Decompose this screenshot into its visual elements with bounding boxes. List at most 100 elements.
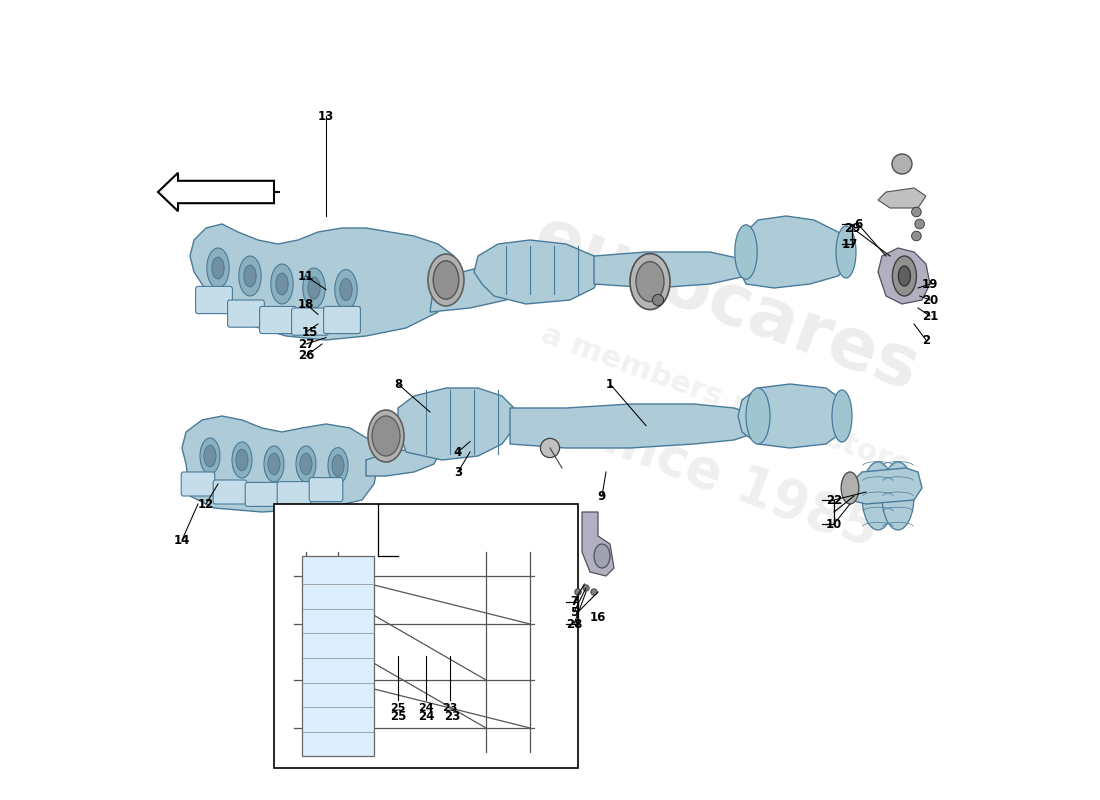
Polygon shape	[190, 224, 462, 340]
Text: 4: 4	[454, 446, 462, 458]
Text: 23: 23	[444, 710, 461, 722]
Text: 2: 2	[922, 334, 931, 346]
FancyBboxPatch shape	[309, 478, 343, 502]
Ellipse shape	[268, 453, 280, 475]
Text: 17: 17	[842, 238, 858, 250]
Circle shape	[915, 219, 924, 229]
Ellipse shape	[862, 462, 894, 530]
Text: 14: 14	[174, 534, 190, 546]
Text: 29: 29	[844, 222, 860, 234]
Text: 13: 13	[318, 110, 334, 122]
Ellipse shape	[302, 268, 326, 308]
Text: 25: 25	[390, 703, 406, 713]
Text: 5: 5	[570, 606, 579, 618]
FancyBboxPatch shape	[182, 472, 214, 496]
Circle shape	[540, 438, 560, 458]
Text: 11: 11	[298, 270, 315, 282]
Text: 23: 23	[442, 703, 458, 713]
Text: 19: 19	[922, 278, 938, 290]
Ellipse shape	[636, 262, 664, 302]
Ellipse shape	[271, 264, 294, 304]
Ellipse shape	[200, 438, 220, 474]
Ellipse shape	[836, 226, 856, 278]
Text: 27: 27	[298, 338, 315, 350]
Text: 18: 18	[298, 298, 315, 310]
Circle shape	[912, 207, 921, 217]
Text: 1: 1	[606, 378, 614, 390]
Text: 15: 15	[301, 326, 318, 338]
Polygon shape	[182, 416, 378, 512]
Ellipse shape	[746, 388, 770, 444]
Circle shape	[575, 589, 581, 595]
Polygon shape	[738, 384, 846, 448]
Ellipse shape	[735, 225, 757, 279]
Text: 3: 3	[454, 466, 462, 478]
Text: 12: 12	[198, 498, 214, 510]
Ellipse shape	[236, 450, 248, 470]
Ellipse shape	[842, 472, 859, 504]
Circle shape	[591, 589, 597, 595]
FancyArrow shape	[158, 173, 274, 211]
FancyBboxPatch shape	[292, 308, 329, 335]
FancyBboxPatch shape	[213, 480, 246, 504]
Polygon shape	[398, 388, 514, 460]
Ellipse shape	[328, 448, 348, 483]
Ellipse shape	[368, 410, 404, 462]
Ellipse shape	[892, 154, 912, 174]
Polygon shape	[474, 240, 602, 304]
Ellipse shape	[832, 390, 852, 442]
Text: 26: 26	[298, 350, 315, 362]
FancyBboxPatch shape	[260, 306, 296, 334]
Text: 6: 6	[854, 218, 862, 230]
Text: 9: 9	[598, 490, 606, 502]
FancyBboxPatch shape	[323, 306, 361, 334]
Text: 16: 16	[590, 611, 606, 624]
Ellipse shape	[428, 254, 464, 306]
Text: since 1985: since 1985	[568, 401, 884, 559]
Text: 10: 10	[826, 518, 843, 530]
Ellipse shape	[300, 453, 312, 475]
Ellipse shape	[372, 416, 400, 456]
FancyBboxPatch shape	[274, 504, 578, 768]
Circle shape	[912, 231, 921, 241]
Ellipse shape	[244, 265, 256, 287]
Ellipse shape	[239, 256, 261, 296]
Text: 22: 22	[826, 494, 843, 506]
FancyBboxPatch shape	[277, 482, 311, 506]
Circle shape	[652, 294, 663, 306]
Text: 24: 24	[418, 710, 434, 722]
Ellipse shape	[332, 454, 344, 477]
Polygon shape	[738, 216, 850, 288]
Ellipse shape	[334, 270, 358, 310]
Text: a members parts store: a members parts store	[537, 319, 915, 481]
FancyBboxPatch shape	[302, 556, 374, 756]
Polygon shape	[366, 448, 438, 476]
Polygon shape	[878, 248, 930, 304]
Text: 7: 7	[570, 595, 579, 608]
Text: 28: 28	[565, 618, 582, 630]
Polygon shape	[594, 252, 746, 288]
Polygon shape	[510, 404, 758, 448]
Ellipse shape	[630, 254, 670, 310]
FancyBboxPatch shape	[196, 286, 232, 314]
Ellipse shape	[340, 278, 352, 301]
Ellipse shape	[276, 273, 288, 295]
FancyBboxPatch shape	[245, 482, 278, 506]
FancyBboxPatch shape	[228, 300, 264, 327]
Text: 21: 21	[922, 310, 938, 322]
Polygon shape	[582, 512, 614, 576]
Ellipse shape	[594, 544, 610, 568]
Ellipse shape	[264, 446, 284, 482]
Ellipse shape	[308, 277, 320, 299]
Ellipse shape	[204, 445, 216, 467]
Ellipse shape	[433, 261, 459, 299]
Text: 24: 24	[418, 703, 433, 713]
Text: 8: 8	[394, 378, 403, 390]
Ellipse shape	[207, 248, 229, 288]
Text: 20: 20	[922, 294, 938, 306]
Polygon shape	[430, 264, 526, 312]
Ellipse shape	[882, 462, 914, 530]
Text: 25: 25	[389, 710, 406, 722]
Ellipse shape	[892, 256, 916, 296]
Ellipse shape	[899, 266, 911, 286]
